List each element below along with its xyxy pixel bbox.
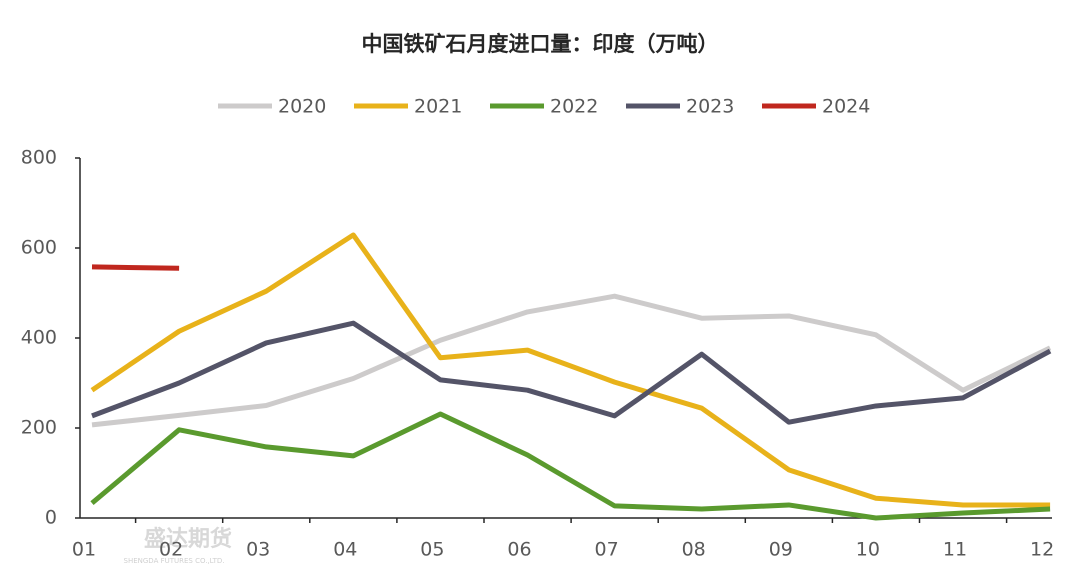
legend-label: 2022: [550, 96, 598, 118]
watermark: 盛达期货: [144, 526, 232, 552]
y-tick-label: 400: [21, 327, 57, 349]
series-line: [91, 264, 180, 271]
series-line: [90, 411, 1051, 521]
y-tick-label: 800: [21, 147, 57, 169]
series-line: [91, 320, 1052, 425]
y-tick-label: 600: [21, 237, 57, 259]
x-tick-label: 06: [507, 539, 531, 561]
watermark-sub: SHENGDA FUTURES CO.,LTD.: [124, 557, 225, 565]
x-tick-label: 01: [72, 539, 96, 561]
y-tick-label: 0: [45, 507, 57, 529]
y-tick-label: 200: [21, 417, 57, 439]
legend-label: 2021: [414, 96, 462, 118]
chart-title: 中国铁矿石月度进口量：印度（万吨）: [362, 32, 719, 56]
x-tick-label: 02: [159, 539, 183, 561]
legend-label: 2020: [278, 96, 326, 118]
legend-label: 2023: [686, 96, 734, 118]
x-tick-label: 05: [420, 539, 444, 561]
x-tick-label: 07: [595, 539, 619, 561]
x-tick-label: 10: [856, 539, 880, 561]
x-tick-label: 12: [1030, 539, 1054, 561]
series-line: [91, 293, 1052, 428]
x-tick-label: 09: [769, 539, 793, 561]
x-tick-label: 08: [682, 539, 706, 561]
legend-label: 2024: [822, 96, 870, 118]
x-tick-label: 03: [246, 539, 270, 561]
x-tick-label: 11: [943, 539, 967, 561]
x-tick-label: 04: [333, 539, 357, 561]
series-line: [90, 232, 1051, 508]
